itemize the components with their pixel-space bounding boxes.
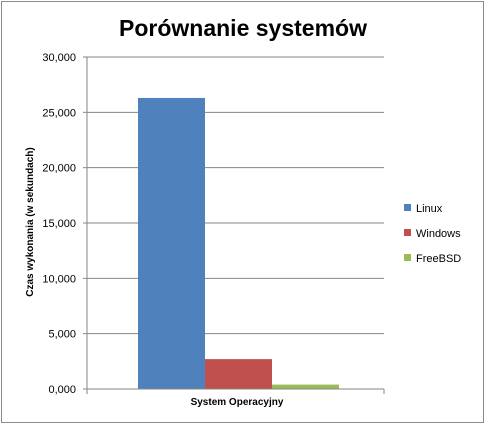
bar-linux <box>138 97 205 390</box>
chart-title: Porównanie systemów <box>119 15 367 41</box>
legend-label-linux: Linux <box>416 203 443 215</box>
y-tick-label: 15,000 <box>42 218 76 230</box>
y-tick-labels: 0,000 5,000 10,000 15,000 20,000 25,000 30,000 <box>42 52 385 396</box>
y-tick-label: 25,000 <box>42 107 76 119</box>
y-tick-label: 0,000 <box>48 384 76 396</box>
legend-swatch-linux <box>404 204 411 211</box>
gridlines <box>87 56 384 335</box>
bar-windows <box>205 359 272 389</box>
legend-label-windows: Windows <box>416 228 461 240</box>
y-tick-label: 20,000 <box>42 163 76 175</box>
bar-freebsd <box>272 384 339 389</box>
legend-swatch-freebsd <box>404 254 411 261</box>
plot-area: 0,000 5,000 10,000 15,000 20,000 25,000 30,000 <box>42 52 385 396</box>
y-axis-label: Czas wykonania (w sekundach) <box>25 147 36 297</box>
x-category-label: System Operacyjny <box>191 397 284 408</box>
legend-label-freebsd: FreeBSD <box>416 253 461 265</box>
y-tick-label: 30,000 <box>42 52 76 64</box>
legend: Linux Windows FreeBSD <box>404 203 461 265</box>
y-tick-label: 10,000 <box>42 273 76 285</box>
bars <box>138 97 339 390</box>
y-tick-label: 5,000 <box>48 329 76 341</box>
legend-swatch-windows <box>404 229 411 236</box>
